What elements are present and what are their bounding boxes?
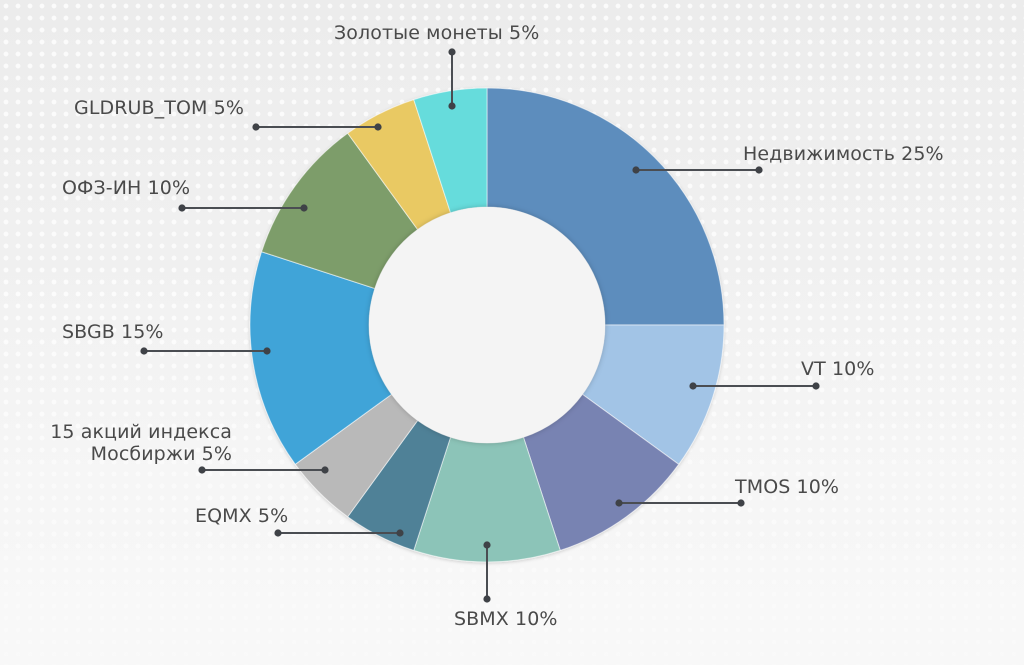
label-gldrub-tom: GLDRUB_TOM 5% [74, 97, 245, 119]
label-moex-15-stocks: 15 акций индекса Мосбиржи 5% [28, 421, 232, 465]
label-gold-coins: Золотые монеты 5% [334, 22, 540, 44]
label-moex-line1: 15 акций индекса [50, 421, 232, 443]
leader-dot [140, 347, 148, 355]
leader-dot [252, 123, 260, 131]
leader-dot [689, 382, 697, 390]
leader-dot [483, 541, 491, 549]
leader-dot [755, 166, 763, 174]
leader-dot [615, 499, 623, 507]
leader-dot [274, 529, 282, 537]
label-moex-line2: Мосбиржи 5% [90, 443, 232, 465]
label-tmos: TMOS 10% [735, 476, 840, 498]
label-sbgb: SBGB 15% [62, 321, 164, 343]
leader-dot [812, 382, 820, 390]
leader-dot [198, 466, 206, 474]
leader-dot [448, 48, 456, 56]
donut-hole [369, 207, 605, 443]
leader-dot [178, 204, 186, 212]
label-real-estate: Недвижимость 25% [743, 143, 944, 165]
leader-lines [140, 48, 820, 603]
label-eqmx: EQMX 5% [195, 505, 289, 527]
label-sbmx: SBMX 10% [454, 608, 558, 630]
leader-dot [448, 102, 456, 110]
leader-dot [632, 166, 640, 174]
label-vt: VT 10% [801, 358, 875, 380]
leader-dot [396, 529, 404, 537]
label-ofz-in: ОФЗ-ИН 10% [62, 177, 191, 199]
donut-slices [249, 87, 725, 563]
leader-dot [321, 466, 329, 474]
leader-dot [737, 499, 745, 507]
leader-dot [300, 204, 308, 212]
leader-dot [263, 347, 271, 355]
leader-dot [483, 595, 491, 603]
leader-dot [374, 123, 382, 131]
